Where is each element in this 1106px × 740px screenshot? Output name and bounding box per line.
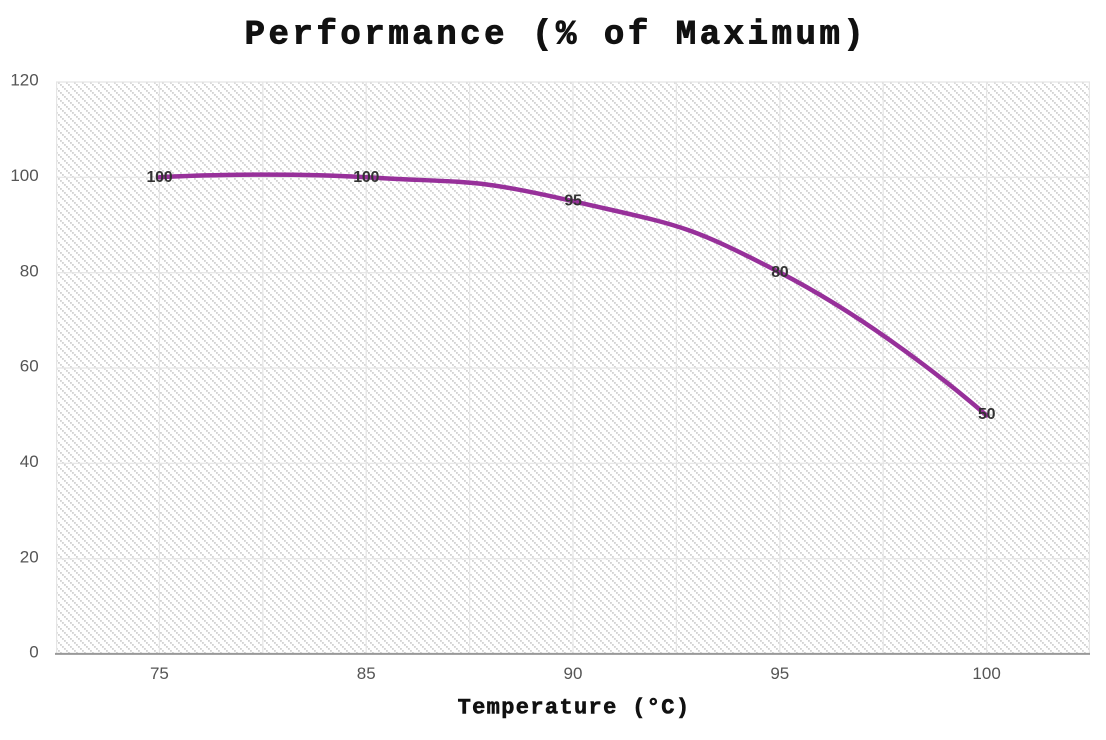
- svg-text:80: 80: [20, 261, 39, 280]
- svg-text:120: 120: [10, 71, 38, 90]
- svg-text:100: 100: [353, 169, 379, 186]
- svg-text:Performance (% of Maximum): Performance (% of Maximum): [245, 16, 868, 54]
- svg-text:Temperature (°C): Temperature (°C): [458, 695, 691, 720]
- svg-text:90: 90: [564, 664, 583, 683]
- svg-text:0: 0: [29, 643, 38, 662]
- svg-text:95: 95: [564, 193, 582, 210]
- svg-text:80: 80: [771, 264, 789, 281]
- svg-text:60: 60: [20, 357, 39, 376]
- svg-text:40: 40: [20, 452, 39, 471]
- svg-text:75: 75: [150, 664, 169, 683]
- svg-text:100: 100: [147, 169, 173, 186]
- svg-text:100: 100: [10, 166, 38, 185]
- svg-text:95: 95: [770, 664, 789, 683]
- svg-text:50: 50: [978, 406, 996, 423]
- svg-text:100: 100: [972, 664, 1000, 683]
- svg-text:85: 85: [357, 664, 376, 683]
- svg-text:20: 20: [20, 547, 39, 566]
